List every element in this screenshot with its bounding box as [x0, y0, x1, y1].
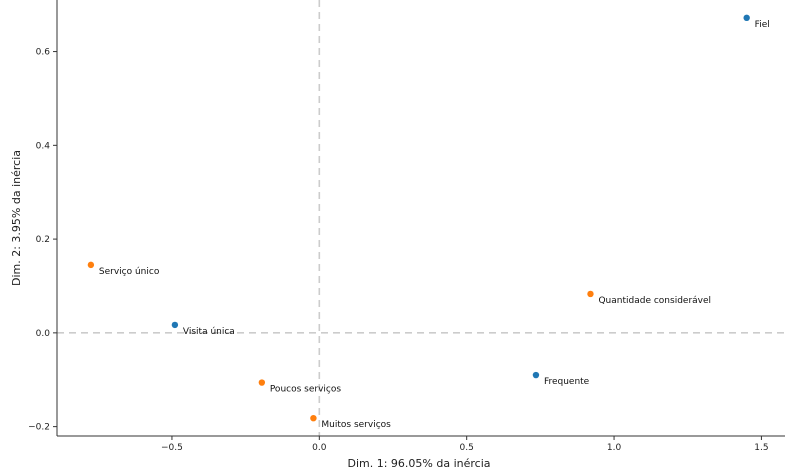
y-axis-title: Dim. 2: 3.95% da inércia	[10, 150, 23, 286]
data-point	[743, 14, 750, 22]
data-point	[87, 261, 95, 269]
data-point	[310, 414, 317, 422]
data-point-label: Frequente	[544, 377, 590, 387]
y-tick-label: 0.4	[36, 141, 51, 151]
x-tick-label: 1.5	[754, 443, 768, 453]
data-point	[587, 290, 594, 298]
axes	[56, 0, 785, 437]
data-point-label: Poucos serviços	[270, 385, 342, 395]
data-point-label: Quantidade considerável	[598, 296, 711, 306]
x-tick-label: 0.5	[460, 443, 474, 453]
x-axis-title: Dim. 1: 96.05% da inércia	[347, 457, 490, 470]
reference-lines	[57, 0, 785, 436]
data-point-label: Fiel	[755, 20, 770, 30]
y-tick-label: 0.2	[36, 235, 50, 245]
data-point-label: Serviço único	[99, 267, 160, 277]
data-point-label: Muitos serviços	[321, 420, 391, 430]
ticks: −0.5 0.0 0.5 1.0 1.5 −0.2 0.0 0.2 0.4 0.6	[28, 48, 768, 453]
x-tick-label: −0.5	[161, 443, 183, 453]
data-point	[171, 321, 179, 329]
data-point-label: Visita única	[183, 327, 235, 337]
y-tick-label: −0.2	[28, 423, 50, 433]
x-tick-label: 0.0	[312, 443, 327, 453]
data-point	[258, 379, 266, 386]
y-tick-label: 0.6	[36, 48, 51, 58]
y-tick-label: 0.0	[36, 329, 51, 339]
x-tick-label: 1.0	[607, 443, 622, 453]
data-points: Fiel Visita única Frequente Serviço único Qu…	[87, 14, 770, 430]
data-point	[532, 371, 540, 379]
